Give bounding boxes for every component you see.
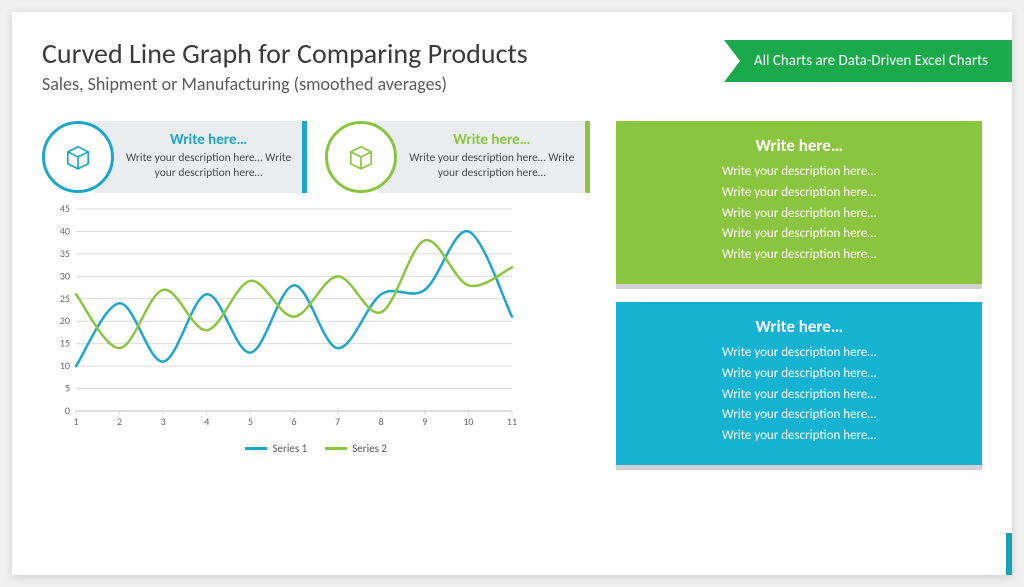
svg-text:7: 7 xyxy=(335,415,340,428)
svg-text:45: 45 xyxy=(60,203,70,215)
ribbon-banner: All Charts are Data-Driven Excel Charts xyxy=(724,40,1012,82)
content-row: Write here… Write your description here…… xyxy=(42,121,982,465)
svg-text:4: 4 xyxy=(204,415,209,428)
legend-card-desc: Write your description here… Write your … xyxy=(124,151,293,181)
right-column: Write here… Write your description here…… xyxy=(616,121,982,465)
legend-card-body: Write here… Write your description here…… xyxy=(94,121,307,193)
svg-text:20: 20 xyxy=(60,314,70,327)
legend-card-title: Write here… xyxy=(407,131,576,149)
svg-text:2: 2 xyxy=(117,415,122,428)
svg-text:5: 5 xyxy=(65,382,70,395)
chart-area: 0510152025303540451234567891011 Series 1… xyxy=(42,203,590,455)
legend-card-desc: Write your description here… Write your … xyxy=(407,151,576,181)
legend-card-body: Write here… Write your description here…… xyxy=(377,121,590,193)
corner-accent xyxy=(1006,533,1012,575)
line-chart: 0510152025303540451234567891011 xyxy=(42,203,522,433)
svg-text:10: 10 xyxy=(463,415,473,428)
cube-icon xyxy=(325,121,397,193)
svg-text:9: 9 xyxy=(422,415,427,428)
chart-legend: Series 1 Series 2 xyxy=(42,442,590,455)
svg-text:15: 15 xyxy=(60,337,70,350)
svg-text:0: 0 xyxy=(65,404,70,417)
svg-text:6: 6 xyxy=(291,415,296,428)
side-card-title: Write here… xyxy=(636,316,962,337)
side-card-title: Write here… xyxy=(636,135,962,156)
svg-text:8: 8 xyxy=(379,415,384,428)
side-card: Write here… Write your description here…… xyxy=(616,121,982,284)
cube-icon xyxy=(42,121,114,193)
side-card: Write here… Write your description here…… xyxy=(616,302,982,465)
legend-card: Write here… Write your description here…… xyxy=(42,121,307,193)
legend-card-title: Write here… xyxy=(124,131,293,149)
side-card-lines: Write your description here…Write your d… xyxy=(636,343,962,447)
legend-item: Series 2 xyxy=(325,442,387,455)
left-column: Write here… Write your description here…… xyxy=(42,121,590,465)
slide: Curved Line Graph for Comparing Products… xyxy=(12,12,1012,575)
svg-text:25: 25 xyxy=(60,292,70,305)
svg-text:30: 30 xyxy=(60,269,70,282)
legend-card: Write here… Write your description here…… xyxy=(325,121,590,193)
svg-text:10: 10 xyxy=(60,359,70,372)
svg-text:11: 11 xyxy=(507,415,517,428)
svg-text:1: 1 xyxy=(73,415,78,428)
svg-text:5: 5 xyxy=(248,415,253,428)
legend-cards: Write here… Write your description here…… xyxy=(42,121,590,193)
ribbon-text: All Charts are Data-Driven Excel Charts xyxy=(754,52,988,70)
side-card-lines: Write your description here…Write your d… xyxy=(636,162,962,266)
svg-text:3: 3 xyxy=(161,415,166,428)
svg-text:35: 35 xyxy=(60,247,70,260)
svg-text:40: 40 xyxy=(60,224,70,237)
legend-item: Series 1 xyxy=(245,442,307,455)
